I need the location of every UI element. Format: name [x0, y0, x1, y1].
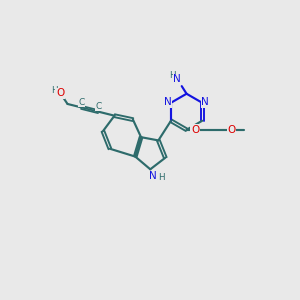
Text: N: N [201, 97, 209, 107]
Text: H: H [51, 86, 57, 95]
Text: O: O [56, 88, 64, 98]
Text: N: N [173, 74, 181, 84]
Text: H: H [169, 71, 176, 80]
Text: H: H [158, 173, 165, 182]
Text: O: O [191, 125, 199, 135]
Text: N: N [149, 171, 157, 181]
Text: C: C [95, 102, 101, 111]
Text: N: N [164, 97, 172, 107]
Text: C: C [78, 98, 85, 106]
Text: O: O [227, 125, 236, 135]
